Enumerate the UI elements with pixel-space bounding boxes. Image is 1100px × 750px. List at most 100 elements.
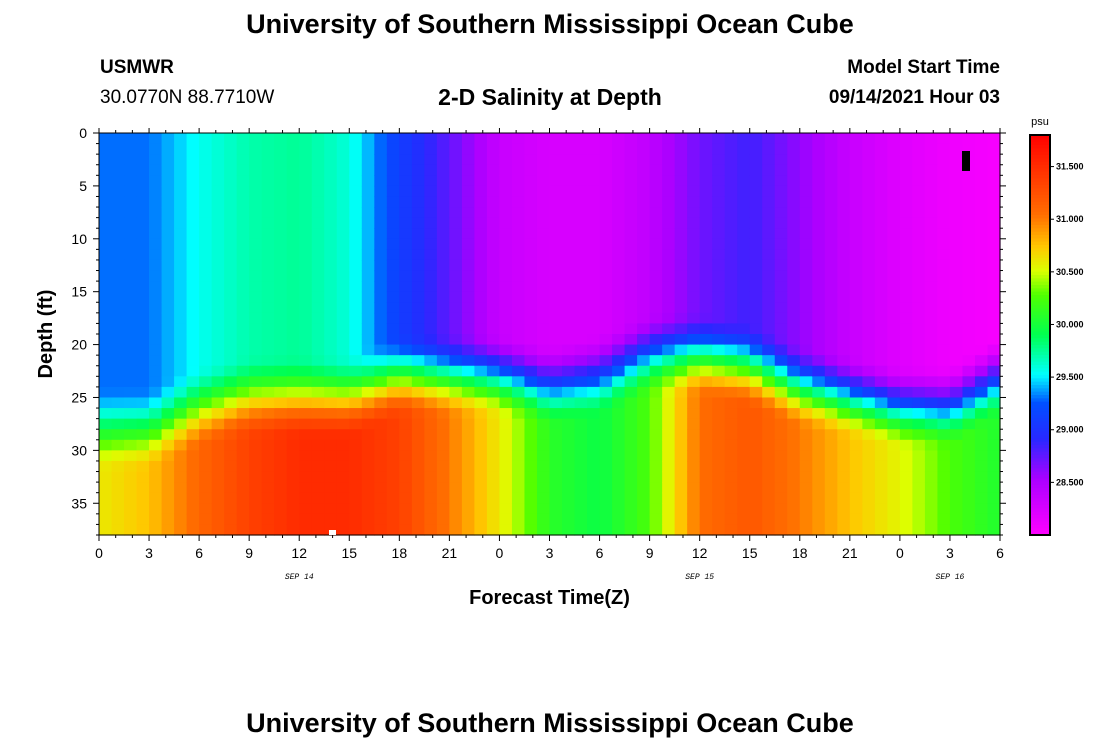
heatmap-cell bbox=[124, 376, 138, 388]
heatmap-cell bbox=[99, 185, 113, 198]
heatmap-cell bbox=[424, 471, 438, 483]
heatmap-cell bbox=[899, 439, 913, 451]
heatmap-cell bbox=[486, 513, 501, 526]
heatmap-cell bbox=[424, 323, 438, 335]
heatmap-cell bbox=[524, 355, 538, 367]
heatmap-cell bbox=[699, 439, 713, 451]
heatmap-cell bbox=[762, 302, 776, 314]
heatmap-cell bbox=[762, 238, 776, 250]
heatmap-cell bbox=[874, 238, 888, 250]
heatmap-cell bbox=[587, 344, 601, 356]
heatmap-cell bbox=[374, 503, 388, 515]
heatmap-cell bbox=[436, 492, 450, 504]
heatmap-cell bbox=[724, 386, 738, 399]
heatmap-cell bbox=[149, 312, 163, 325]
heatmap-cell bbox=[436, 175, 450, 187]
heatmap-cell bbox=[499, 217, 513, 229]
heatmap-cell bbox=[824, 302, 838, 314]
heatmap-cell bbox=[374, 492, 388, 504]
heatmap-cell bbox=[261, 365, 275, 377]
heatmap-cell bbox=[549, 376, 563, 388]
heatmap-cell bbox=[699, 524, 713, 536]
colorbar-band bbox=[1030, 401, 1050, 406]
heatmap-cell bbox=[324, 460, 338, 473]
heatmap-cell bbox=[149, 334, 163, 346]
heatmap-cell bbox=[449, 365, 463, 377]
heatmap-cell bbox=[837, 513, 851, 526]
heatmap-cell bbox=[937, 323, 951, 335]
heatmap-cell bbox=[749, 418, 763, 430]
x-tick-label: 6 bbox=[195, 545, 203, 561]
heatmap-cell bbox=[687, 344, 701, 356]
y-tick-label: 30 bbox=[71, 442, 87, 458]
heatmap-cell bbox=[687, 259, 701, 272]
heatmap-cell bbox=[912, 196, 926, 208]
heatmap-cell bbox=[674, 471, 688, 483]
heatmap-cell bbox=[637, 397, 651, 409]
heatmap-cell bbox=[299, 154, 313, 166]
heatmap-cell bbox=[887, 355, 901, 367]
heatmap-cell bbox=[899, 228, 913, 240]
heatmap-cell bbox=[274, 482, 288, 494]
heatmap-cell bbox=[274, 270, 288, 282]
heatmap-cell bbox=[812, 196, 826, 208]
heatmap-cell bbox=[486, 185, 501, 198]
heatmap-cell bbox=[386, 154, 400, 166]
heatmap-cell bbox=[849, 302, 863, 314]
heatmap-cell bbox=[324, 429, 338, 441]
heatmap-cell bbox=[211, 376, 225, 388]
heatmap-cell bbox=[899, 185, 913, 198]
heatmap-cell bbox=[524, 207, 538, 219]
heatmap-cell bbox=[286, 154, 300, 166]
heatmap-cell bbox=[236, 397, 250, 409]
heatmap-cell bbox=[311, 270, 325, 282]
heatmap-cell bbox=[311, 524, 325, 536]
heatmap-cell bbox=[136, 207, 150, 219]
heatmap-cell bbox=[99, 238, 113, 250]
heatmap-cell bbox=[749, 397, 763, 409]
heatmap-cell bbox=[849, 344, 863, 356]
heatmap-cell bbox=[824, 524, 838, 536]
heatmap-cell bbox=[461, 154, 476, 166]
heatmap-cell bbox=[637, 450, 651, 462]
heatmap-cell bbox=[737, 355, 751, 367]
heatmap-cell bbox=[324, 207, 338, 219]
heatmap-cell bbox=[849, 429, 863, 441]
heatmap-cell bbox=[436, 270, 450, 282]
heatmap-cell bbox=[486, 376, 501, 388]
heatmap-cell bbox=[937, 408, 951, 420]
heatmap-cell bbox=[499, 334, 513, 346]
heatmap-cell bbox=[662, 207, 676, 219]
heatmap-cell bbox=[599, 471, 613, 483]
heatmap-cell bbox=[249, 281, 263, 293]
heatmap-cell bbox=[699, 355, 713, 367]
heatmap-cell bbox=[249, 207, 263, 219]
heatmap-cell bbox=[662, 175, 676, 187]
heatmap-cell bbox=[587, 302, 601, 314]
heatmap-cell bbox=[324, 334, 338, 346]
heatmap-cell bbox=[974, 482, 989, 494]
heatmap-cell bbox=[411, 270, 425, 282]
heatmap-cell bbox=[99, 281, 113, 293]
heatmap-cell bbox=[924, 492, 939, 504]
heatmap-cell bbox=[286, 397, 300, 409]
heatmap-cell bbox=[474, 164, 488, 176]
heatmap-cell bbox=[687, 429, 701, 441]
heatmap-cell bbox=[574, 238, 588, 250]
heatmap-cell bbox=[974, 418, 989, 430]
heatmap-cell bbox=[837, 397, 851, 409]
heatmap-cell bbox=[699, 175, 713, 187]
heatmap-cell bbox=[449, 513, 463, 526]
heatmap-cell bbox=[136, 355, 150, 367]
colorbar-band bbox=[1030, 195, 1050, 199]
heatmap-cell bbox=[624, 238, 638, 250]
heatmap-cell bbox=[374, 133, 388, 145]
heatmap-cell bbox=[286, 376, 300, 388]
heatmap-cell bbox=[937, 228, 951, 240]
heatmap-cell bbox=[136, 386, 150, 399]
heatmap-cell bbox=[712, 460, 726, 473]
heatmap-cell bbox=[724, 143, 738, 155]
heatmap-cell bbox=[361, 460, 375, 473]
heatmap-cell bbox=[411, 397, 425, 409]
heatmap-cell bbox=[637, 154, 651, 166]
